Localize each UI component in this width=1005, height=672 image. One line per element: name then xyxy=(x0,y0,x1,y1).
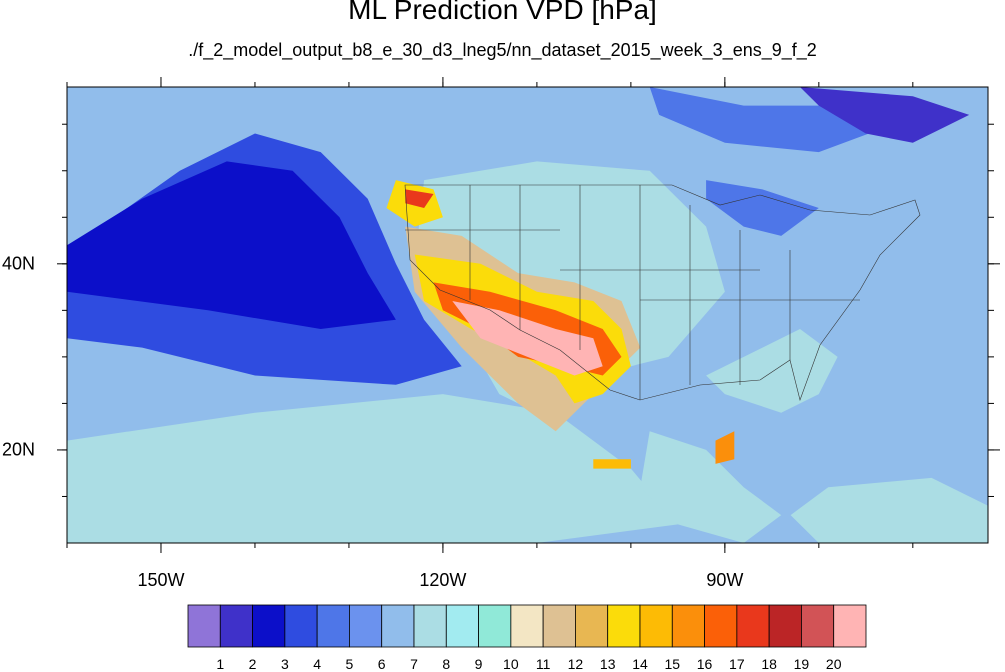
colorbar-swatch xyxy=(478,604,512,648)
state-boundaries xyxy=(404,184,921,402)
lat-label: 20N xyxy=(2,439,36,460)
vpd-region-16 xyxy=(715,431,735,464)
vpd-contour-regions xyxy=(67,87,988,543)
colorbar-swatch xyxy=(607,604,641,648)
colorbar-swatch xyxy=(445,604,479,648)
colorbar-label: 1 xyxy=(216,656,225,672)
axis-ticks xyxy=(57,77,1000,553)
colorbar-label: 18 xyxy=(761,656,777,672)
colorbar-label: 16 xyxy=(696,656,713,672)
colorbar-label: 8 xyxy=(442,656,451,672)
vpd-region-3 xyxy=(800,87,970,143)
lon-label: 150W xyxy=(137,570,185,590)
colorbar-label: 12 xyxy=(567,656,584,672)
colorbar xyxy=(187,604,867,648)
vpd-region-8 xyxy=(706,329,838,413)
colorbar-swatch xyxy=(413,604,447,648)
colorbar-swatch xyxy=(736,604,770,648)
colorbar-label: 6 xyxy=(377,656,386,672)
colorbar-swatch xyxy=(187,604,221,648)
state-lines xyxy=(405,185,860,400)
colorbar-label: 9 xyxy=(474,656,483,672)
vpd-region-15 xyxy=(405,189,434,208)
colorbar-label: 11 xyxy=(535,656,551,672)
colorbar-swatch xyxy=(639,604,673,648)
colorbar-label: 17 xyxy=(729,656,745,672)
vpd-region-17 xyxy=(593,459,631,469)
colorbar-swatch xyxy=(768,604,802,648)
colorbar-label: 19 xyxy=(793,656,810,672)
colorbar-label: 10 xyxy=(503,656,519,672)
us-outline-boundary xyxy=(404,184,921,402)
colorbar-swatch xyxy=(833,604,867,648)
colorbar-swatch xyxy=(284,604,318,648)
colorbar-label: 5 xyxy=(345,656,354,672)
map-plot-area xyxy=(67,87,988,543)
colorbar-swatch xyxy=(381,604,415,648)
map-title: ML Prediction VPD [hPa] xyxy=(348,0,657,25)
colorbar-label: 4 xyxy=(313,656,322,672)
colorbar-label: 14 xyxy=(632,656,648,672)
vpd-region-13 xyxy=(452,301,603,376)
colorbar-label: 20 xyxy=(825,656,842,672)
vpd-region-9 xyxy=(790,477,988,543)
colorbar-swatch xyxy=(349,604,383,648)
colorbar-label: 3 xyxy=(280,656,289,672)
colorbar-swatch xyxy=(575,604,609,648)
colorbar-swatch xyxy=(671,604,705,648)
colorbar-label: 15 xyxy=(664,656,681,672)
colorbar-swatch xyxy=(252,604,286,648)
colorbar-swatch xyxy=(542,604,576,648)
colorbar-label: 13 xyxy=(599,656,616,672)
lat-label: 40N xyxy=(2,253,36,274)
vpd-region-2 xyxy=(649,87,894,153)
vpd-region-7 xyxy=(640,431,782,543)
map-frame xyxy=(66,86,989,544)
colorbar-swatch xyxy=(316,604,350,648)
lon-label: 90W xyxy=(706,570,744,590)
colorbar-swatch xyxy=(704,604,738,648)
vpd-region-5 xyxy=(67,394,678,543)
vpd-region-4 xyxy=(706,180,819,236)
colorbar-label: 2 xyxy=(248,656,257,672)
map-subtitle: ./f_2_model_output_b8_e_30_d3_lneg5/nn_d… xyxy=(188,40,817,60)
colorbar-label: 7 xyxy=(410,656,418,672)
colorbar-swatch xyxy=(219,604,253,648)
lon-label: 120W xyxy=(419,570,467,590)
vpd-region-1 xyxy=(67,161,396,329)
colorbar-swatch xyxy=(510,604,544,648)
colorbar-swatch xyxy=(801,604,835,648)
